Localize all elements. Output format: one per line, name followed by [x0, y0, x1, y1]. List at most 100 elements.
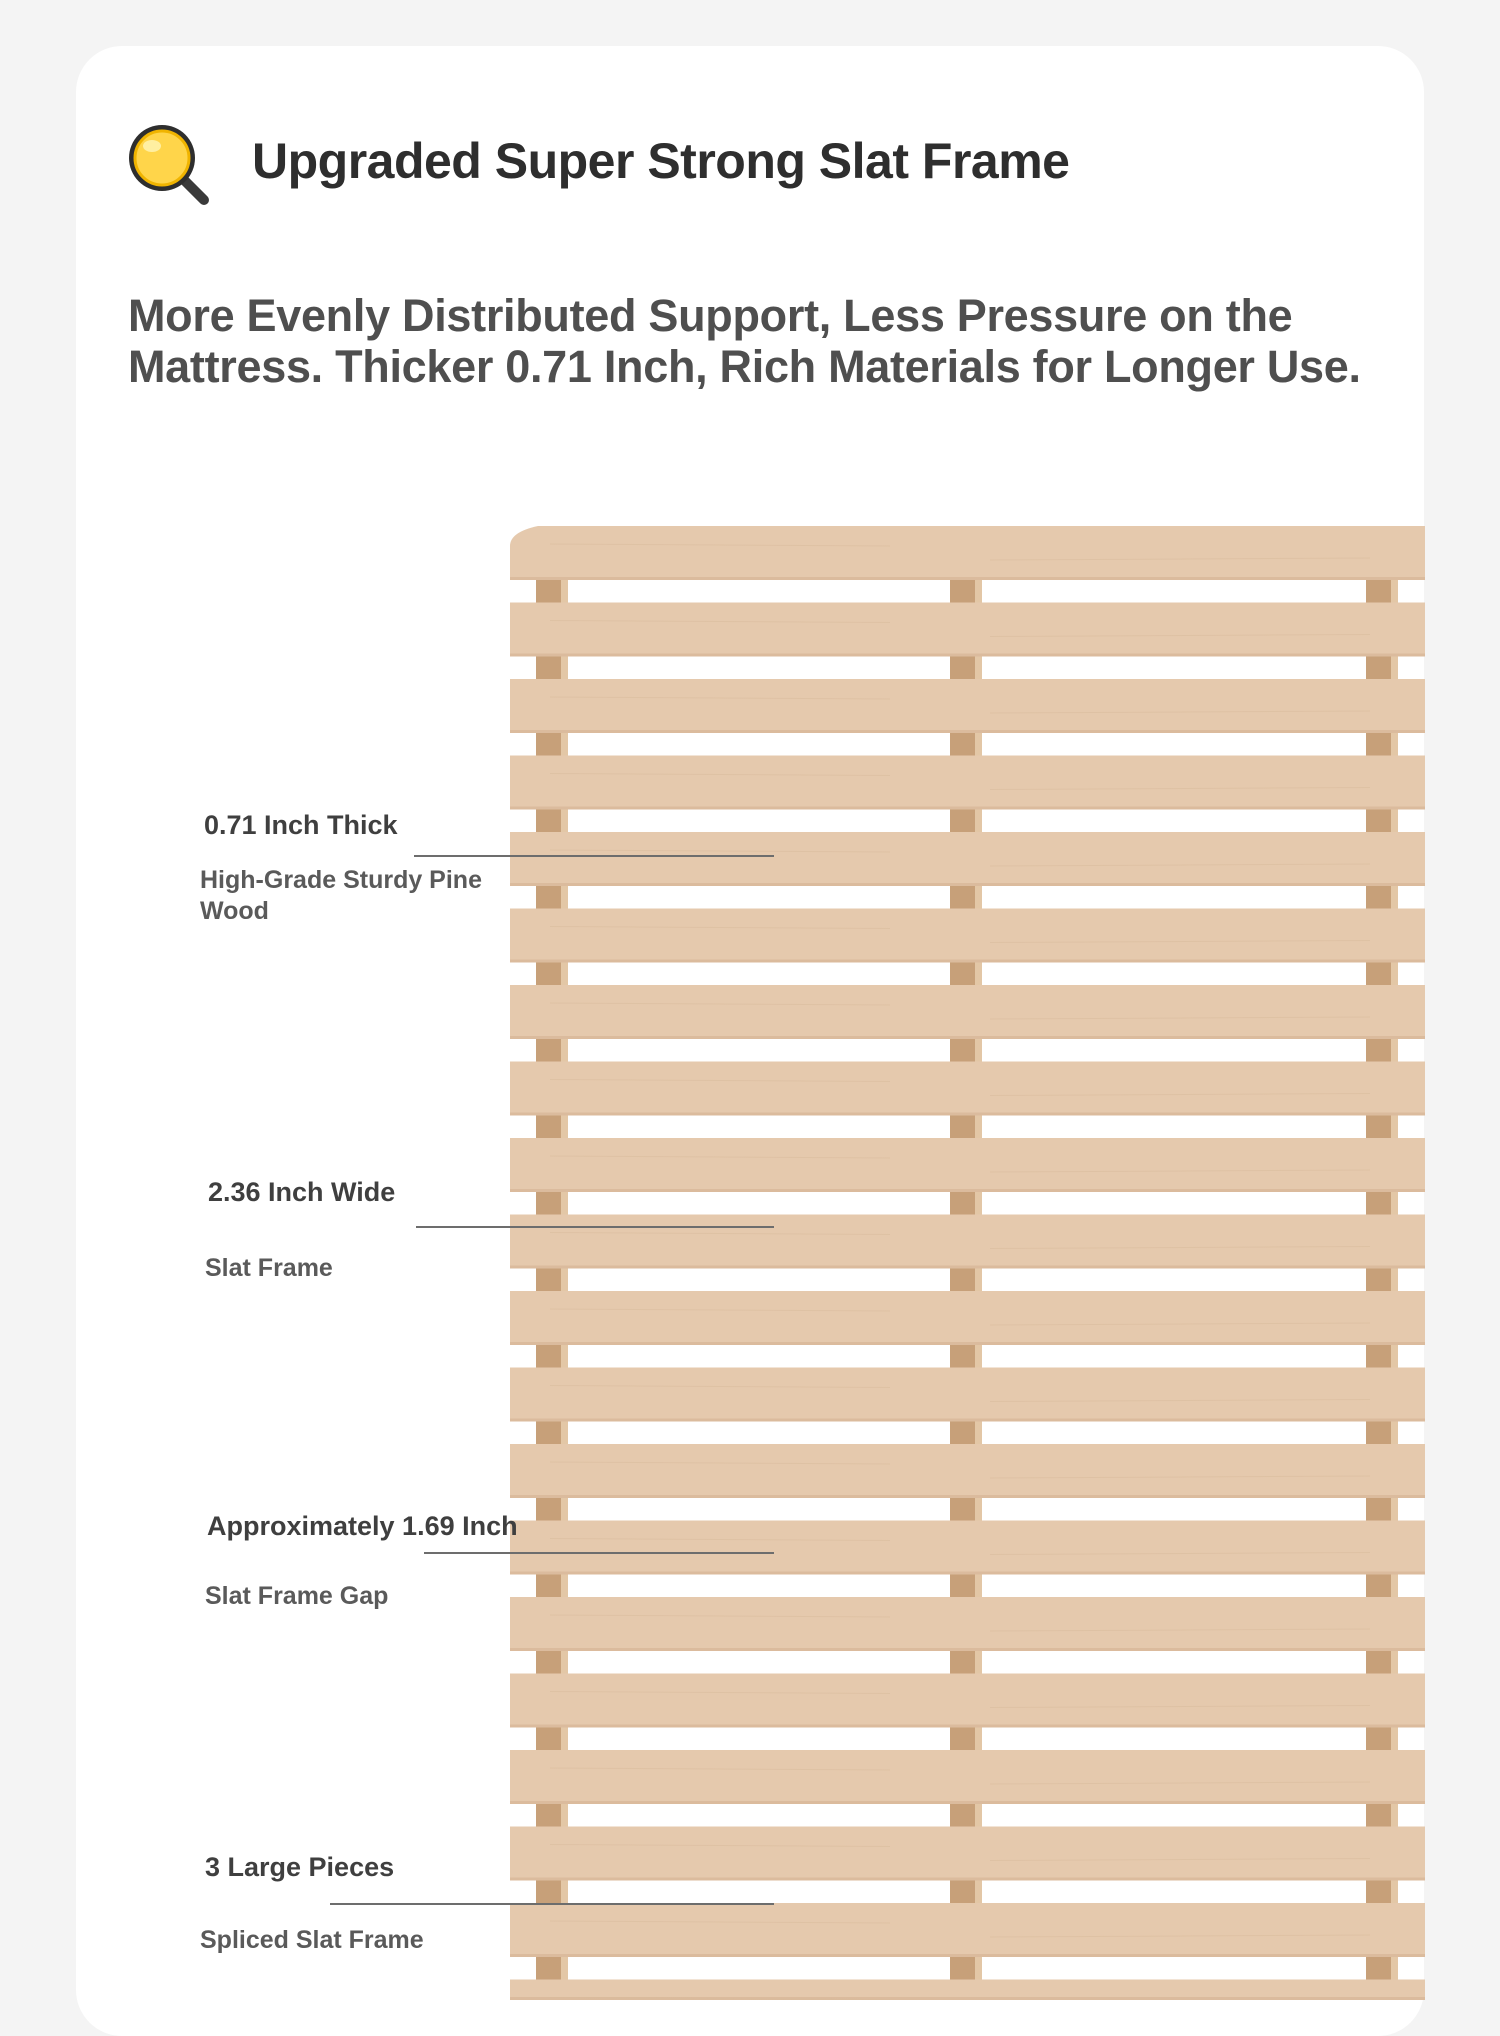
support-block	[1366, 1192, 1398, 1215]
wood-grain	[549, 1155, 891, 1159]
support-block-highlight	[1391, 733, 1398, 756]
slat-edge	[510, 730, 1425, 733]
annotation-desc-material: High-Grade Sturdy Pine Wood	[200, 866, 482, 925]
support-block	[1366, 1115, 1398, 1138]
slat	[510, 1826, 1425, 1881]
support-block-highlight	[1391, 580, 1398, 603]
support-block	[536, 809, 568, 832]
support-block	[1366, 1804, 1398, 1827]
slat-edge	[510, 1112, 1425, 1116]
slat	[510, 1367, 1425, 1422]
support-block-highlight	[975, 1574, 982, 1597]
support-block-highlight	[561, 1115, 568, 1138]
support-block-highlight	[561, 1880, 568, 1903]
support-block	[1366, 1651, 1398, 1674]
support-block	[536, 1804, 568, 1827]
support-block-highlight	[1391, 1115, 1398, 1138]
support-block-highlight	[1391, 1574, 1398, 1597]
slat-edge	[510, 883, 1425, 886]
support-block	[950, 733, 982, 756]
slat	[510, 1597, 1425, 1651]
slat	[510, 1520, 1425, 1575]
support-block-highlight	[1391, 1880, 1398, 1903]
support-block	[950, 1574, 982, 1597]
support-block-highlight	[1391, 1804, 1398, 1827]
support-block	[536, 1192, 568, 1215]
annotation-desc-pieces: Spliced Slat Frame	[200, 1926, 424, 1954]
support-block	[536, 1957, 568, 1980]
support-block-highlight	[561, 1804, 568, 1827]
slat-edge	[510, 1189, 1425, 1192]
wood-grain	[989, 940, 1371, 943]
support-block-highlight	[561, 1957, 568, 1980]
support-block	[536, 1651, 568, 1674]
wood-grain	[989, 1169, 1371, 1173]
support-block-highlight	[561, 1421, 568, 1444]
slat-edge	[510, 1036, 1425, 1039]
support-block	[1366, 962, 1398, 985]
support-block	[1366, 1727, 1398, 1750]
slat	[510, 985, 1425, 1039]
support-block-highlight	[1391, 886, 1398, 909]
support-block	[1366, 1574, 1398, 1597]
slat-edge	[510, 1954, 1425, 1957]
wood-grain	[549, 1461, 891, 1465]
support-block	[950, 1651, 982, 1674]
wood-grain	[989, 634, 1371, 637]
slat	[510, 908, 1425, 963]
wood-grain	[549, 1538, 891, 1541]
wood-grain	[549, 1767, 891, 1771]
support-block	[1366, 1345, 1398, 1368]
support-block-highlight	[975, 1039, 982, 1062]
wood-grain	[989, 1552, 1371, 1555]
magnifier-icon	[122, 118, 214, 210]
support-block	[536, 1345, 568, 1368]
wood-grain	[549, 773, 891, 776]
slat	[510, 1979, 1425, 2000]
wood-grain	[549, 696, 891, 700]
support-block	[536, 1880, 568, 1903]
support-block-highlight	[975, 1345, 982, 1368]
support-block	[1366, 1498, 1398, 1521]
support-block-highlight	[1391, 1727, 1398, 1750]
support-block	[950, 656, 982, 679]
support-block-highlight	[975, 733, 982, 756]
slat-frame-illustration	[510, 526, 1425, 2000]
wood-grain	[549, 1079, 891, 1082]
support-block-highlight	[975, 1421, 982, 1444]
slat	[510, 1903, 1425, 1957]
support-block-highlight	[975, 656, 982, 679]
support-block	[536, 1727, 568, 1750]
annotation-label-width: 2.36 Inch Wide	[208, 1177, 396, 1207]
support-block-highlight	[561, 1192, 568, 1215]
support-block-highlight	[561, 1574, 568, 1597]
slat-edge	[510, 1997, 1425, 2000]
annotation-desc-gap: Slat Frame Gap	[205, 1582, 389, 1610]
support-block	[950, 809, 982, 832]
support-block-highlight	[975, 1727, 982, 1750]
wood-grain	[549, 620, 891, 623]
annotation-label-pieces: 3 Large Pieces	[205, 1852, 395, 1882]
slat-edge	[510, 1495, 1425, 1498]
support-block-highlight	[561, 1727, 568, 1750]
slat-edge	[510, 577, 1425, 580]
support-block-highlight	[975, 886, 982, 909]
support-block	[950, 1345, 982, 1368]
wood-grain	[989, 1016, 1371, 1020]
page-title: Upgraded Super Strong Slat Frame	[252, 133, 1070, 189]
wood-grain	[549, 1002, 891, 1006]
support-block	[1366, 809, 1398, 832]
wood-grain	[549, 1920, 891, 1924]
support-block	[950, 1957, 982, 1980]
wood-grain	[989, 1475, 1371, 1479]
slat-edge	[510, 1418, 1425, 1422]
support-block	[536, 1115, 568, 1138]
wood-grain	[549, 1614, 891, 1618]
support-block	[950, 1115, 982, 1138]
support-block	[536, 962, 568, 985]
annotation-leader-line	[416, 1226, 774, 1228]
slat-edge	[510, 806, 1425, 810]
wood-grain	[989, 1781, 1371, 1785]
support-block-highlight	[1391, 1268, 1398, 1291]
support-block	[950, 962, 982, 985]
